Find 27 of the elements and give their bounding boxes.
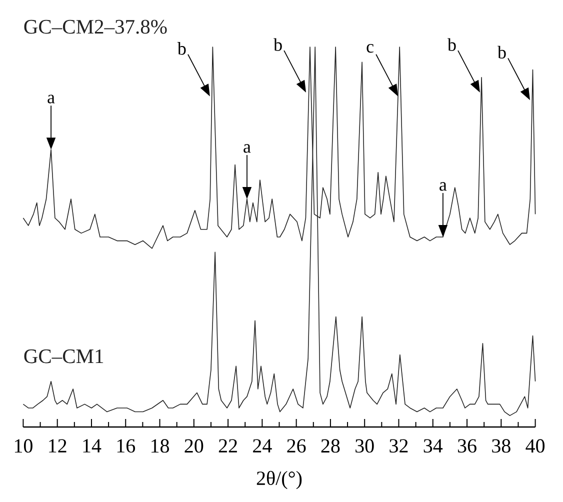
x-tick-label: 38 (492, 439, 510, 453)
annotation: c (366, 44, 374, 53)
text: GC–CM2–37.8% (24, 20, 167, 34)
annotation: a (48, 94, 55, 104)
annotation: b (177, 42, 186, 55)
x-tick-label: 20 (184, 439, 204, 453)
annotation: b (447, 38, 456, 51)
annotation: a (440, 182, 447, 191)
x-tick-label: 30 (356, 439, 374, 453)
x-tick-label: 14 (83, 439, 102, 452)
x-tick-label: 40 (526, 439, 545, 453)
annotation: b (498, 46, 506, 59)
annotation: a (244, 144, 251, 153)
annotation: b (274, 38, 282, 51)
x-tick-label: 10 (14, 439, 32, 453)
x-tick-label: 34 (424, 439, 443, 453)
x-tick-label: 12 (49, 439, 66, 452)
x-tick-label: 36 (458, 439, 476, 453)
x-tick-label: 18 (152, 439, 169, 453)
series-label: GC–CM1 (24, 349, 104, 364)
x-axis-title: 2θ/(°) (256, 470, 302, 490)
x-tick-label: 24 (253, 439, 272, 452)
x-tick-label: 28 (321, 439, 340, 453)
x-tick-label: 32 (390, 439, 408, 453)
x-tick-label: 16 (117, 439, 136, 453)
x-tick-label: 26 (287, 439, 306, 453)
x-tick-label: 22 (218, 439, 237, 452)
